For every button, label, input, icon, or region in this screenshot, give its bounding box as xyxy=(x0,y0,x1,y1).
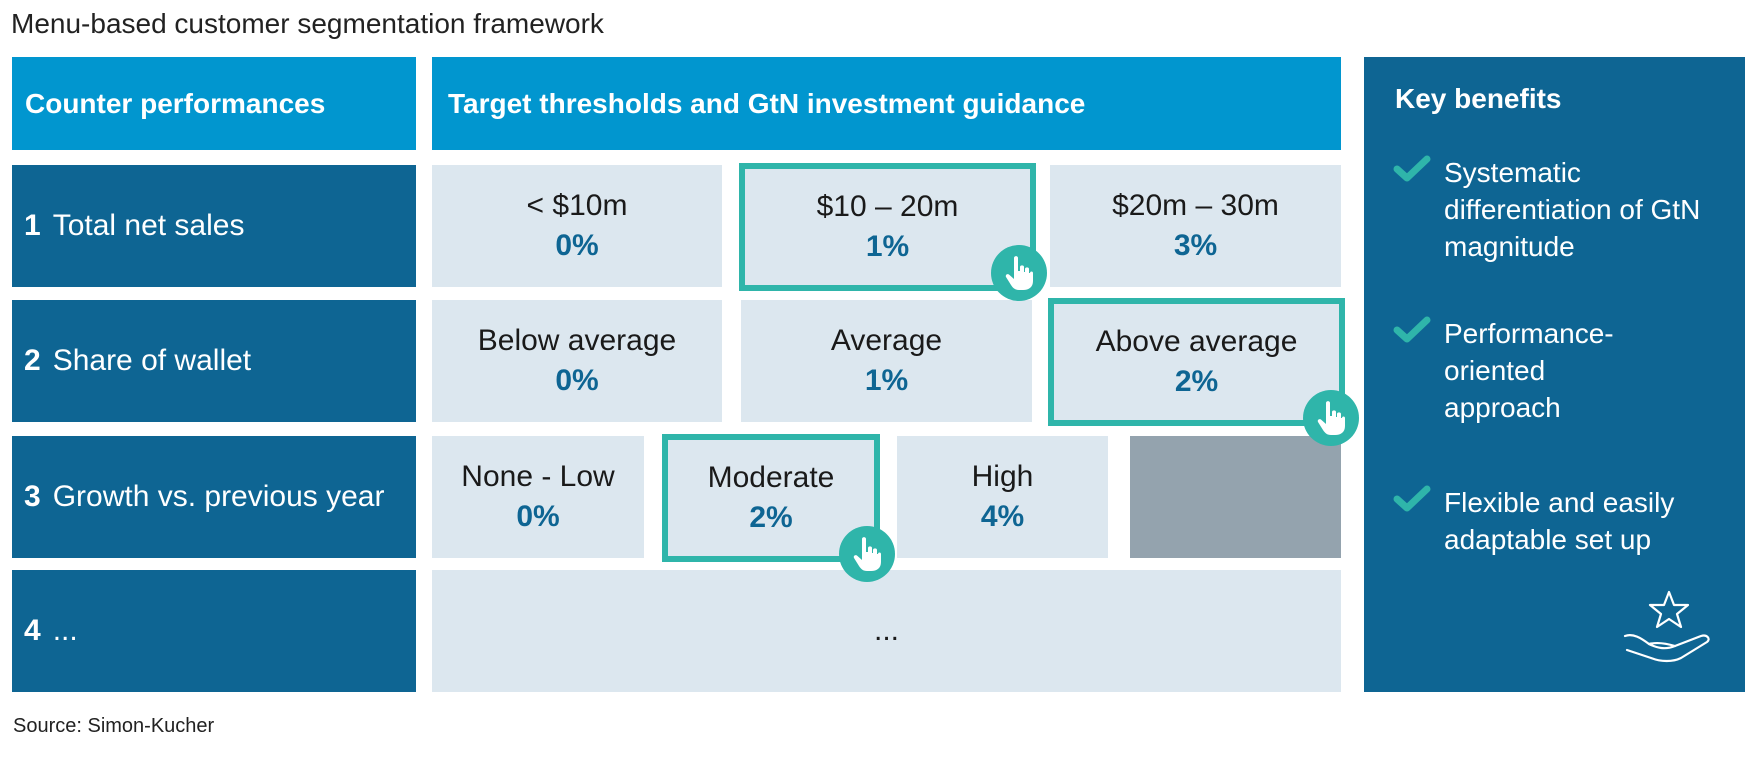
row-number: 1 xyxy=(24,209,41,242)
option-percentage: 1% xyxy=(864,364,909,397)
row-label-text: ... xyxy=(52,614,78,647)
option-label: ... xyxy=(873,614,899,647)
option-percentage: 0% xyxy=(555,364,599,397)
option-percentage: 2% xyxy=(1174,365,1219,398)
option-percentage: 1% xyxy=(865,230,910,263)
checkmark-icon xyxy=(1393,316,1431,343)
option-percentage: 4% xyxy=(980,500,1025,533)
row-label-text: Total net sales xyxy=(52,209,245,242)
key-benefits-panel: Key benefits Systematic differentiation … xyxy=(1364,57,1745,692)
option-cell-wide: ... xyxy=(432,570,1341,692)
row-number: 4 xyxy=(24,614,41,647)
option-percentage: 3% xyxy=(1173,229,1218,262)
page-title: Menu-based customer segmentation framewo… xyxy=(11,8,604,39)
option-cell-selected[interactable]: Above average 2% xyxy=(1048,298,1345,426)
option-label: Below average xyxy=(477,324,677,357)
option-label: Moderate xyxy=(707,461,835,494)
row-label-text: Share of wallet xyxy=(52,344,252,377)
checkmark-icon xyxy=(1393,155,1431,182)
key-benefits-title: Key benefits xyxy=(1395,83,1562,114)
hand-pointer-icon xyxy=(991,245,1047,301)
option-cell-selected[interactable]: $10 – 20m 1% xyxy=(739,163,1036,291)
row-label-text: Growth vs. previous year xyxy=(52,480,385,513)
option-percentage: 2% xyxy=(749,501,793,534)
hand-holding-star-icon xyxy=(1623,590,1710,663)
row-label-growth: 3 Growth vs. previous year xyxy=(12,436,416,558)
option-cell[interactable]: None - Low 0% xyxy=(432,436,644,558)
option-cell[interactable]: $20m – 30m 3% xyxy=(1050,165,1341,287)
option-cell[interactable]: Below average 0% xyxy=(432,300,722,422)
target-thresholds-header: Target thresholds and GtN investment gui… xyxy=(432,57,1341,150)
benefit-item: Flexible and easily adaptable set up xyxy=(1392,484,1732,558)
option-label: $10 – 20m xyxy=(816,190,959,223)
option-label: $20m – 30m xyxy=(1112,189,1279,222)
row-label-more: 4 ... xyxy=(12,570,416,692)
row-label-share-of-wallet: 2 Share of wallet xyxy=(12,300,416,422)
row-number: 2 xyxy=(24,344,41,377)
empty-cell xyxy=(1130,436,1341,558)
counter-performances-header-label: Counter performances xyxy=(25,87,326,119)
hand-pointer-icon xyxy=(1303,390,1359,446)
option-label: None - Low xyxy=(461,460,615,493)
checkmark-icon xyxy=(1393,485,1431,512)
benefit-text: Performance-oriented approach xyxy=(1444,318,1614,423)
row-label-total-net-sales: 1 Total net sales xyxy=(12,165,416,287)
benefit-item: Systematic differentiation of GtN magnit… xyxy=(1392,154,1732,265)
option-label: < $10m xyxy=(526,189,628,222)
option-cell[interactable]: Average 1% xyxy=(741,300,1032,422)
option-percentage: 0% xyxy=(555,229,599,262)
source-note: Source: Simon-Kucher xyxy=(13,715,215,737)
benefit-text: Flexible and easily adaptable set up xyxy=(1444,487,1675,555)
option-label: Average xyxy=(830,324,943,357)
option-cell[interactable]: High 4% xyxy=(897,436,1108,558)
option-label: High xyxy=(971,460,1034,493)
hand-pointer-icon xyxy=(839,526,895,582)
option-cell[interactable]: < $10m 0% xyxy=(432,165,722,287)
benefit-item: Performance-oriented approach xyxy=(1392,315,1732,426)
row-number: 3 xyxy=(24,480,41,513)
option-percentage: 0% xyxy=(516,500,560,533)
option-label: Above average xyxy=(1095,325,1298,358)
target-thresholds-header-label: Target thresholds and GtN investment gui… xyxy=(448,87,1086,119)
counter-performances-header: Counter performances xyxy=(12,57,416,150)
benefit-text: Systematic differentiation of GtN magnit… xyxy=(1444,157,1701,262)
